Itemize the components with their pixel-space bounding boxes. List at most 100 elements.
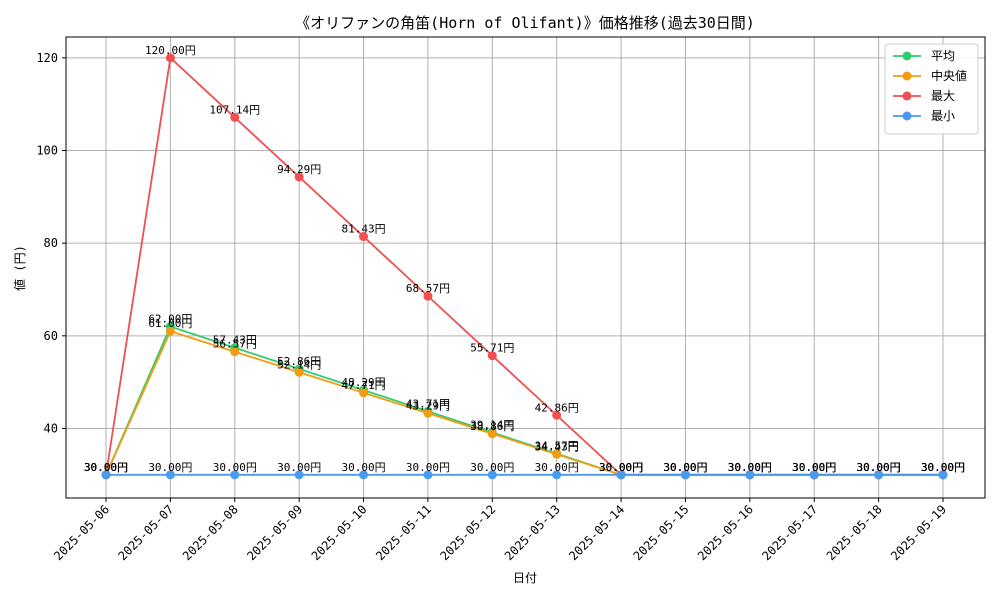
data-point	[165, 53, 175, 63]
data-label: 30.00円	[728, 461, 772, 474]
data-point	[423, 408, 433, 418]
y-tick-label: 100	[36, 144, 58, 158]
legend-label: 平均	[931, 49, 955, 63]
data-label: 43.71円	[406, 397, 450, 410]
x-tick-label: 2025-05-17	[759, 502, 820, 563]
x-tick-label: 2025-05-08	[180, 502, 241, 563]
data-point	[423, 470, 433, 480]
data-label: 30.00円	[535, 461, 579, 474]
data-label: 30.00円	[599, 461, 643, 474]
x-tick-label: 2025-05-18	[824, 502, 885, 563]
data-label: 39.14円	[470, 418, 514, 431]
data-label: 81.43円	[341, 223, 385, 236]
chart-title: 《オリファンの角笛(Horn of Olifant)》価格推移(過去30日間)	[295, 14, 755, 32]
data-point	[230, 347, 240, 357]
data-point	[616, 470, 626, 480]
data-point	[874, 470, 884, 480]
data-point	[938, 470, 948, 480]
data-label: 68.57円	[406, 282, 450, 295]
x-tick-label: 2025-05-12	[437, 502, 498, 563]
data-label: 30.00円	[406, 461, 450, 474]
data-label: 30.00円	[792, 461, 836, 474]
data-label: 55.71円	[470, 342, 514, 355]
data-label: 30.00円	[857, 461, 901, 474]
y-axis-label: 値 (円)	[12, 245, 27, 291]
data-label: 48.29円	[341, 376, 385, 389]
data-label: 43.29円	[406, 399, 450, 412]
data-label: 62.00円	[148, 313, 192, 326]
data-label: 30.00円	[921, 461, 965, 474]
x-tick-label: 2025-05-16	[695, 502, 756, 563]
legend-swatch-marker	[902, 91, 912, 101]
legend-box	[884, 43, 979, 135]
data-label: 56.57円	[213, 338, 257, 351]
data-point	[165, 470, 175, 480]
data-point	[165, 326, 175, 336]
data-label: 30.00円	[84, 461, 128, 474]
x-tick-label: 2025-05-19	[888, 502, 949, 563]
data-label: 34.43円	[535, 440, 579, 453]
data-point	[552, 449, 562, 459]
x-tick-label: 2025-05-11	[373, 502, 434, 563]
data-label: 30.00円	[857, 461, 901, 474]
data-label: 52.86円	[277, 355, 321, 368]
legend-item: 最小	[893, 109, 955, 123]
data-label: 30.00円	[728, 461, 772, 474]
data-point	[487, 351, 497, 361]
grid	[66, 37, 985, 498]
data-label: 30.00円	[857, 461, 901, 474]
data-label: 30.00円	[663, 461, 707, 474]
x-axis-label: 日付	[513, 571, 537, 585]
data-label: 30.00円	[728, 461, 772, 474]
data-label: 30.00円	[921, 461, 965, 474]
data-label: 34.57円	[535, 440, 579, 453]
data-label: 30.00円	[921, 461, 965, 474]
x-tick-label: 2025-05-15	[631, 502, 692, 563]
data-point	[294, 367, 304, 377]
plot-frame	[65, 36, 986, 499]
data-label: 30.00円	[599, 461, 643, 474]
data-point	[230, 470, 240, 480]
data-label: 30.00円	[84, 461, 128, 474]
data-point	[294, 470, 304, 480]
legend-swatch-marker	[902, 51, 912, 61]
data-point	[487, 470, 497, 480]
data-label: 47.71円	[341, 379, 385, 392]
data-label: 107.14円	[209, 103, 260, 116]
data-point	[359, 388, 369, 398]
data-point	[552, 470, 562, 480]
data-point	[552, 410, 562, 420]
x-tick-label: 2025-05-07	[116, 502, 177, 563]
data-point	[101, 470, 111, 480]
y-tick-label: 40	[44, 422, 58, 436]
legend-item: 平均	[893, 49, 955, 63]
data-point	[359, 470, 369, 480]
y-tick-label: 120	[36, 51, 58, 65]
data-point	[680, 470, 690, 480]
data-point	[423, 291, 433, 301]
data-label: 30.00円	[470, 461, 514, 474]
data-point	[809, 470, 819, 480]
data-label: 30.00円	[728, 461, 772, 474]
data-point	[359, 232, 369, 242]
x-tick-label: 2025-05-13	[502, 502, 563, 563]
x-tick-label: 2025-05-10	[309, 502, 370, 563]
y-tick-label: 80	[44, 236, 58, 250]
data-label: 30.00円	[599, 461, 643, 474]
data-label: 30.00円	[663, 461, 707, 474]
data-label: 42.86円	[535, 401, 579, 414]
legend-swatch-marker	[902, 111, 912, 121]
data-point	[230, 112, 240, 122]
y-tick-label: 60	[44, 329, 58, 343]
legend-label: 最大	[931, 89, 955, 103]
data-label: 38.86円	[470, 420, 514, 433]
data-label: 30.00円	[277, 461, 321, 474]
data-label: 52.14円	[277, 358, 321, 371]
legend-swatch-marker	[902, 71, 912, 81]
data-point	[294, 172, 304, 182]
data-point	[487, 429, 497, 439]
series-4	[101, 470, 948, 480]
data-label: 30.00円	[148, 461, 192, 474]
x-tick-label: 2025-05-06	[51, 502, 112, 563]
